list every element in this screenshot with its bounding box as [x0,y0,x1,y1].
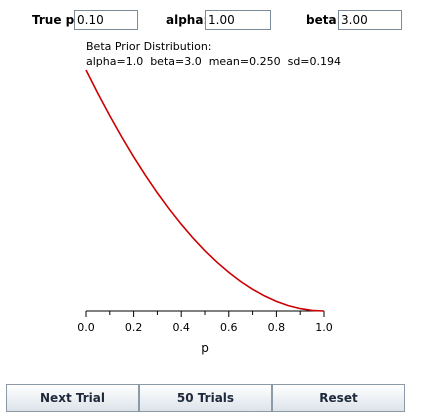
x-tick-label: 0.0 [77,321,95,334]
next-trial-button[interactable]: Next Trial [6,384,139,412]
x-tick-label: 1.0 [315,321,333,334]
true-p-label: True p: [32,13,80,27]
beta-prior-plot: 0.0 0.2 0.4 0.6 0.8 1.0 p [77,69,333,355]
true-p-input[interactable] [74,10,138,30]
alpha-input[interactable] [205,10,271,30]
beta-input[interactable] [338,10,402,30]
reset-button[interactable]: Reset [272,384,405,412]
fifty-trials-button[interactable]: 50 Trials [139,384,272,412]
alpha-label: alpha: [166,13,209,27]
density-curve [85,69,325,312]
chart-title: Beta Prior Distribution: [86,40,212,53]
x-tick-label: 0.2 [125,321,143,334]
x-tick-label: 0.6 [220,321,238,334]
x-tick-label: 0.4 [172,321,190,334]
beta-label: beta: [306,13,342,27]
chart-subtitle: alpha=1.0 beta=3.0 mean=0.250 sd=0.194 [86,55,342,68]
x-tick-label: 0.8 [268,321,286,334]
x-axis-label: p [201,341,209,355]
